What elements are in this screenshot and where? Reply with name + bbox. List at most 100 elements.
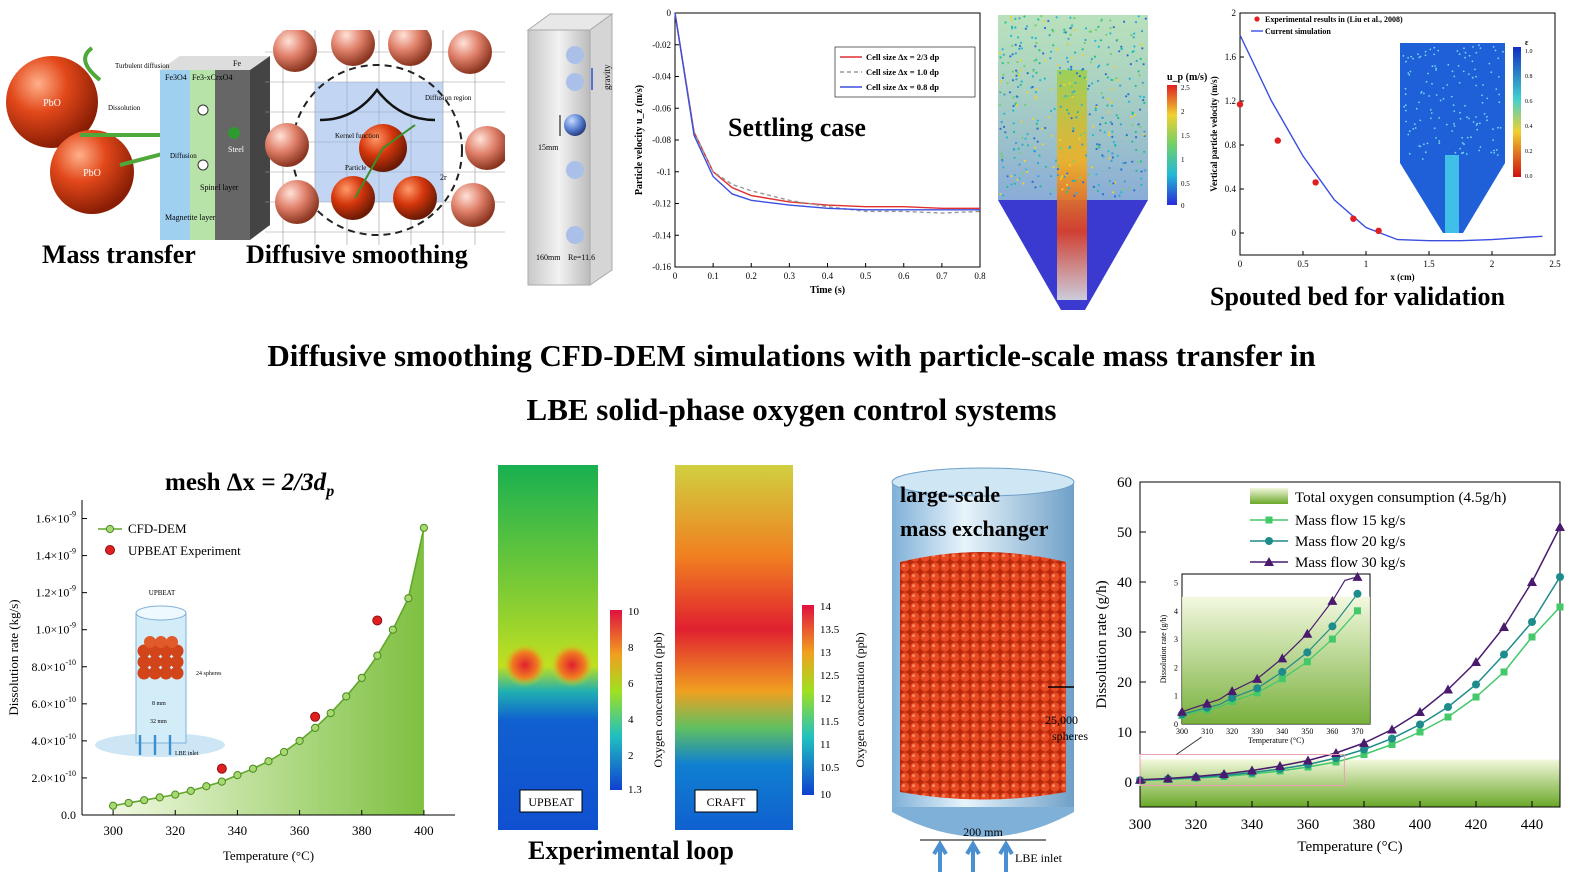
svg-text:mass exchanger: mass exchanger	[900, 516, 1049, 541]
dissolution-x-tick: 400	[1409, 817, 1432, 833]
spouted-bed-simulation: u_p (m/s) 2.5 2 1.5 1 0.5 0	[998, 14, 1207, 310]
spouted-legend-entry: Current simulation	[1265, 27, 1331, 36]
spouted-y-tick: 1.6	[1225, 52, 1237, 62]
svg-text:large-scale: large-scale	[900, 482, 1000, 507]
mesh-area-fill	[113, 527, 424, 815]
settling-y-tick: -0.12	[652, 199, 671, 209]
dissolution-point	[1219, 769, 1229, 778]
experimental-loop-label: Experimental loop	[528, 836, 734, 865]
svg-text:Fe3O4: Fe3O4	[165, 73, 187, 82]
upbeat-inset-d1: 8 mm	[152, 701, 166, 707]
upbeat-inset: UPBEAT 24 spheres 8 mm 32 mm LBE inlet	[95, 589, 225, 757]
dissolution-x-tick: 300	[1129, 817, 1152, 833]
svg-text:Magnetite layer: Magnetite layer	[165, 213, 216, 222]
mesh-x-label: Temperature (°C)	[223, 848, 314, 863]
mesh-cfd-point	[202, 782, 211, 791]
dissolution-point	[1471, 657, 1481, 666]
mesh-cfd-point	[326, 708, 335, 718]
dissolution-legend-entry: Mass flow 20 kg/s	[1295, 534, 1406, 550]
dissolution-point	[1556, 573, 1564, 581]
settling-series-line	[674, 12, 980, 209]
svg-text:1: 1	[1181, 156, 1185, 164]
svg-text:2r: 2r	[440, 173, 447, 182]
mesh-cfd-point	[233, 771, 242, 780]
dissolution-x-tick: 380	[1353, 817, 1376, 833]
mesh-x-tick: 400	[414, 823, 434, 838]
dissolution-point	[1443, 684, 1453, 694]
zoom-box	[1139, 754, 1345, 786]
svg-text:Diffusion: Diffusion	[170, 152, 197, 160]
mesh-cfd-point	[311, 723, 320, 733]
spouted-experiment-point	[1236, 101, 1244, 108]
mass-exchanger: 200 mm large-scale mass exchanger 25,000…	[891, 467, 1088, 872]
spouted-inset-title: ε	[1525, 38, 1529, 47]
settling-x-tick: 0.2	[746, 271, 757, 281]
svg-text:8: 8	[628, 642, 634, 654]
mesh-cfd-point	[264, 757, 273, 766]
spouted-x-tick: 2.5	[1549, 259, 1561, 269]
svg-text:0: 0	[1181, 202, 1185, 210]
mesh-cfd-point	[279, 747, 289, 757]
dissolution-point	[1253, 684, 1262, 693]
diffusive-smoothing-label: Diffusive smoothing	[246, 240, 468, 269]
settling-case-label: Settling case	[728, 113, 866, 142]
pbo-particle-1	[6, 56, 98, 148]
mesh-cfd-point	[155, 793, 164, 802]
settling-x-label: Time (s)	[810, 285, 845, 295]
dissolution-plot-frame	[1139, 481, 1561, 808]
dissolution-point	[1472, 680, 1480, 689]
svg-text:Turbulent diffusion: Turbulent diffusion	[115, 62, 170, 70]
mesh-legend-entry: UPBEAT Experiment	[128, 543, 241, 558]
dissolution-point	[1328, 622, 1337, 631]
dissolution-point	[1278, 675, 1286, 683]
mesh-cfd-point	[108, 801, 118, 810]
svg-text:25,000: 25,000	[1045, 713, 1078, 727]
dissolution-point	[1528, 618, 1536, 626]
svg-text:Kernel function: Kernel function	[335, 132, 380, 140]
dissolution-series-line	[1139, 526, 1561, 781]
svg-text:Fe3-xCrxO4: Fe3-xCrxO4	[192, 73, 232, 82]
mesh-cfd-point	[404, 594, 413, 603]
settling-legend-entry: Cell size Δx = 2/3 dp	[866, 52, 939, 62]
mesh-x-tick: 360	[290, 823, 310, 838]
upbeat-inset-inlet: LBE inlet	[175, 751, 199, 757]
settling-x-tick: 0.8	[974, 271, 986, 281]
dissolution-point	[1360, 745, 1368, 754]
inset-y-tick: 1	[1174, 692, 1178, 701]
spouted-x-tick: 2	[1490, 259, 1495, 269]
inset-x-tick: 360	[1326, 727, 1338, 736]
svg-text:1.5: 1.5	[1181, 132, 1190, 140]
settling-y-tick: -0.08	[652, 135, 671, 145]
dissolution-point	[1353, 607, 1361, 615]
experimental-loop-panels: UPBEAT 10 8 6 4 2 1.3 Oxygen concentrati…	[498, 465, 867, 830]
dissolution-point	[1500, 650, 1508, 659]
mesh-y-tick: 6.0×10-10	[32, 695, 76, 711]
headline-line-1: Diffusive smoothing CFD-DEM simulations …	[267, 338, 1316, 373]
dissolution-y-label: Dissolution rate (g/h)	[1094, 580, 1110, 708]
spouted-plot-frame	[1239, 12, 1556, 256]
mass-transfer-label: Mass transfer	[42, 240, 196, 269]
inset-x-tick: 370	[1351, 727, 1363, 736]
dissolution-point	[1163, 773, 1173, 783]
inset-x-tick: 340	[1276, 727, 1288, 736]
svg-text:PbO: PbO	[43, 98, 61, 109]
mesh-x-tick: 340	[228, 823, 248, 838]
spouted-inset-tick: 0.0	[1525, 174, 1533, 180]
dissolution-point	[1228, 693, 1237, 702]
dissolution-point	[1303, 755, 1313, 765]
dissolution-x-tick: 340	[1241, 817, 1264, 833]
svg-text:4: 4	[628, 714, 634, 726]
spouted-x-tick: 0	[1238, 259, 1243, 269]
svg-text:13.5: 13.5	[820, 624, 840, 636]
dissolution-series-line	[1139, 576, 1561, 781]
dissolution-inset: 300 310 320 330 340 350 360 370 0 1 2 3 4 5 Temperatur…	[1159, 571, 1371, 745]
mesh-dissolution-chart: mesh Δx = 2/3dp 300 320 340 360 380 400 0.0 2.0×…	[6, 469, 455, 863]
spouted-x-tick: 1.5	[1423, 259, 1435, 269]
dissolution-point	[1303, 658, 1311, 666]
mesh-legend-entry: CFD-DEM	[128, 521, 187, 536]
settling-legend-entry: Cell size Δx = 0.8 dp	[866, 82, 939, 92]
svg-text:11.5: 11.5	[820, 716, 839, 728]
dissolution-point	[1227, 686, 1238, 696]
mesh-y-tick: 0.0	[61, 808, 76, 822]
spouted-experiment-point	[1312, 179, 1319, 186]
